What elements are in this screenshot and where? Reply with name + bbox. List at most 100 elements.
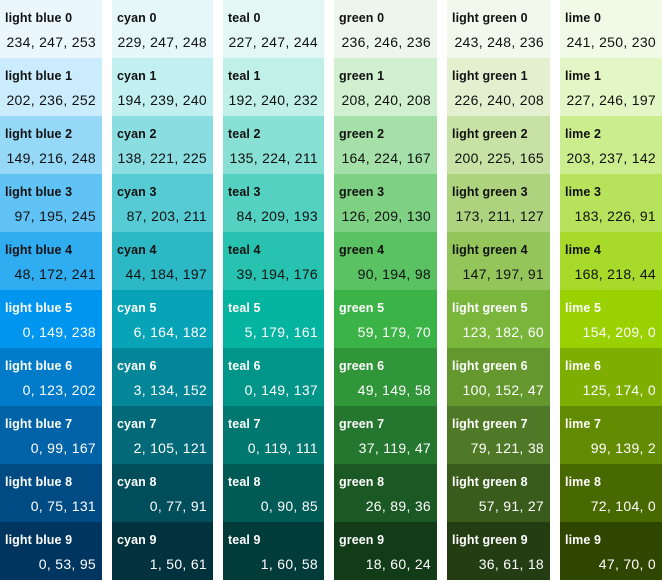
swatch-rgb-value: 154, 209, 0 xyxy=(582,324,656,340)
color-swatch: teal 7 0, 119, 111 xyxy=(223,406,324,464)
swatch-rgb-value: 138, 221, 225 xyxy=(117,150,207,166)
color-swatch: cyan 6 3, 134, 152 xyxy=(112,348,213,406)
color-swatch: green 8 26, 89, 36 xyxy=(334,464,437,522)
color-swatch: light blue 1 202, 236, 252 xyxy=(0,58,102,116)
swatch-rgb-value: 47, 70, 0 xyxy=(598,556,656,572)
swatch-rgb-value: 48, 172, 241 xyxy=(14,266,96,282)
swatch-rgb-value: 99, 139, 2 xyxy=(590,440,656,456)
swatch-name: teal 8 xyxy=(228,475,261,489)
swatch-name: light green 5 xyxy=(452,301,528,315)
swatch-rgb-value: 0, 75, 131 xyxy=(30,498,96,514)
swatch-name: cyan 9 xyxy=(117,533,157,547)
swatch-rgb-value: 208, 240, 208 xyxy=(341,92,431,108)
swatch-name: teal 3 xyxy=(228,185,261,199)
color-swatch: light blue 9 0, 53, 95 xyxy=(0,522,102,580)
swatch-rgb-value: 18, 60, 24 xyxy=(365,556,431,572)
color-swatch: green 6 49, 149, 58 xyxy=(334,348,437,406)
color-swatch: light blue 4 48, 172, 241 xyxy=(0,232,102,290)
swatch-rgb-value: 84, 209, 193 xyxy=(236,208,318,224)
swatch-rgb-value: 226, 240, 208 xyxy=(454,92,544,108)
color-swatch: light green 5 123, 182, 60 xyxy=(447,290,550,348)
swatch-rgb-value: 194, 239, 240 xyxy=(117,92,207,108)
palette-column-light-green: light green 0 243, 248, 236 light green 1 2… xyxy=(447,0,550,580)
color-swatch: lime 1 227, 246, 197 xyxy=(560,58,662,116)
swatch-name: green 7 xyxy=(339,417,385,431)
swatch-rgb-value: 164, 224, 167 xyxy=(341,150,431,166)
color-swatch: teal 9 1, 60, 58 xyxy=(223,522,324,580)
swatch-rgb-value: 229, 247, 248 xyxy=(117,34,207,50)
swatch-name: light blue 9 xyxy=(5,533,73,547)
swatch-rgb-value: 0, 149, 238 xyxy=(22,324,96,340)
swatch-name: light green 1 xyxy=(452,69,528,83)
color-swatch: light green 6 100, 152, 47 xyxy=(447,348,550,406)
swatch-name: light blue 4 xyxy=(5,243,73,257)
color-swatch: lime 7 99, 139, 2 xyxy=(560,406,662,464)
swatch-rgb-value: 6, 164, 182 xyxy=(133,324,207,340)
swatch-rgb-value: 149, 216, 248 xyxy=(6,150,96,166)
swatch-rgb-value: 192, 240, 232 xyxy=(228,92,318,108)
color-swatch: green 4 90, 194, 98 xyxy=(334,232,437,290)
swatch-name: lime 4 xyxy=(565,243,602,257)
swatch-name: lime 3 xyxy=(565,185,602,199)
swatch-name: green 2 xyxy=(339,127,385,141)
swatch-rgb-value: 227, 247, 244 xyxy=(228,34,318,50)
color-swatch: light blue 8 0, 75, 131 xyxy=(0,464,102,522)
swatch-name: cyan 0 xyxy=(117,11,157,25)
swatch-name: cyan 1 xyxy=(117,69,157,83)
color-swatch: cyan 0 229, 247, 248 xyxy=(112,0,213,58)
swatch-rgb-value: 36, 61, 18 xyxy=(478,556,544,572)
swatch-rgb-value: 183, 226, 91 xyxy=(574,208,656,224)
swatch-name: light blue 5 xyxy=(5,301,73,315)
color-swatch: lime 0 241, 250, 230 xyxy=(560,0,662,58)
swatch-name: light blue 3 xyxy=(5,185,73,199)
color-swatch: light blue 6 0, 123, 202 xyxy=(0,348,102,406)
color-swatch: light green 2 200, 225, 165 xyxy=(447,116,550,174)
color-swatch: lime 2 203, 237, 142 xyxy=(560,116,662,174)
color-swatch: lime 8 72, 104, 0 xyxy=(560,464,662,522)
swatch-name: teal 7 xyxy=(228,417,261,431)
color-swatch: light green 1 226, 240, 208 xyxy=(447,58,550,116)
color-swatch: lime 6 125, 174, 0 xyxy=(560,348,662,406)
swatch-rgb-value: 79, 121, 38 xyxy=(470,440,544,456)
swatch-rgb-value: 0, 53, 95 xyxy=(38,556,96,572)
color-swatch: cyan 2 138, 221, 225 xyxy=(112,116,213,174)
swatch-rgb-value: 1, 60, 58 xyxy=(260,556,318,572)
color-swatch: light blue 2 149, 216, 248 xyxy=(0,116,102,174)
swatch-name: light green 4 xyxy=(452,243,528,257)
swatch-name: cyan 3 xyxy=(117,185,157,199)
swatch-name: green 9 xyxy=(339,533,385,547)
color-swatch: cyan 5 6, 164, 182 xyxy=(112,290,213,348)
swatch-name: light green 3 xyxy=(452,185,528,199)
swatch-rgb-value: 5, 179, 161 xyxy=(244,324,318,340)
swatch-rgb-value: 57, 91, 27 xyxy=(478,498,544,514)
swatch-rgb-value: 236, 246, 236 xyxy=(341,34,431,50)
swatch-rgb-value: 135, 224, 211 xyxy=(229,150,318,166)
swatch-rgb-value: 173, 211, 127 xyxy=(455,208,544,224)
swatch-name: light green 6 xyxy=(452,359,528,373)
swatch-name: cyan 5 xyxy=(117,301,157,315)
swatch-rgb-value: 0, 99, 167 xyxy=(30,440,96,456)
color-swatch: light green 7 79, 121, 38 xyxy=(447,406,550,464)
color-swatch: light green 9 36, 61, 18 xyxy=(447,522,550,580)
swatch-name: light green 7 xyxy=(452,417,528,431)
color-swatch: teal 4 39, 194, 176 xyxy=(223,232,324,290)
color-swatch: lime 9 47, 70, 0 xyxy=(560,522,662,580)
color-swatch: teal 2 135, 224, 211 xyxy=(223,116,324,174)
swatch-name: teal 9 xyxy=(228,533,261,547)
color-swatch: teal 8 0, 90, 85 xyxy=(223,464,324,522)
color-swatch: lime 3 183, 226, 91 xyxy=(560,174,662,232)
swatch-rgb-value: 0, 90, 85 xyxy=(260,498,318,514)
swatch-rgb-value: 227, 246, 197 xyxy=(566,92,656,108)
swatch-name: teal 4 xyxy=(228,243,261,257)
color-swatch: green 9 18, 60, 24 xyxy=(334,522,437,580)
swatch-name: green 6 xyxy=(339,359,385,373)
swatch-name: cyan 8 xyxy=(117,475,157,489)
palette-column-cyan: cyan 0 229, 247, 248 cyan 1 194, 239, 240 cy… xyxy=(112,0,213,580)
swatch-rgb-value: 234, 247, 253 xyxy=(6,34,96,50)
swatch-rgb-value: 0, 119, 111 xyxy=(247,440,318,456)
swatch-name: green 4 xyxy=(339,243,385,257)
palette-column-light-blue: light blue 0 234, 247, 253 light blue 1 202… xyxy=(0,0,102,580)
color-swatch: light green 8 57, 91, 27 xyxy=(447,464,550,522)
swatch-name: light green 0 xyxy=(452,11,528,25)
swatch-name: green 0 xyxy=(339,11,385,25)
